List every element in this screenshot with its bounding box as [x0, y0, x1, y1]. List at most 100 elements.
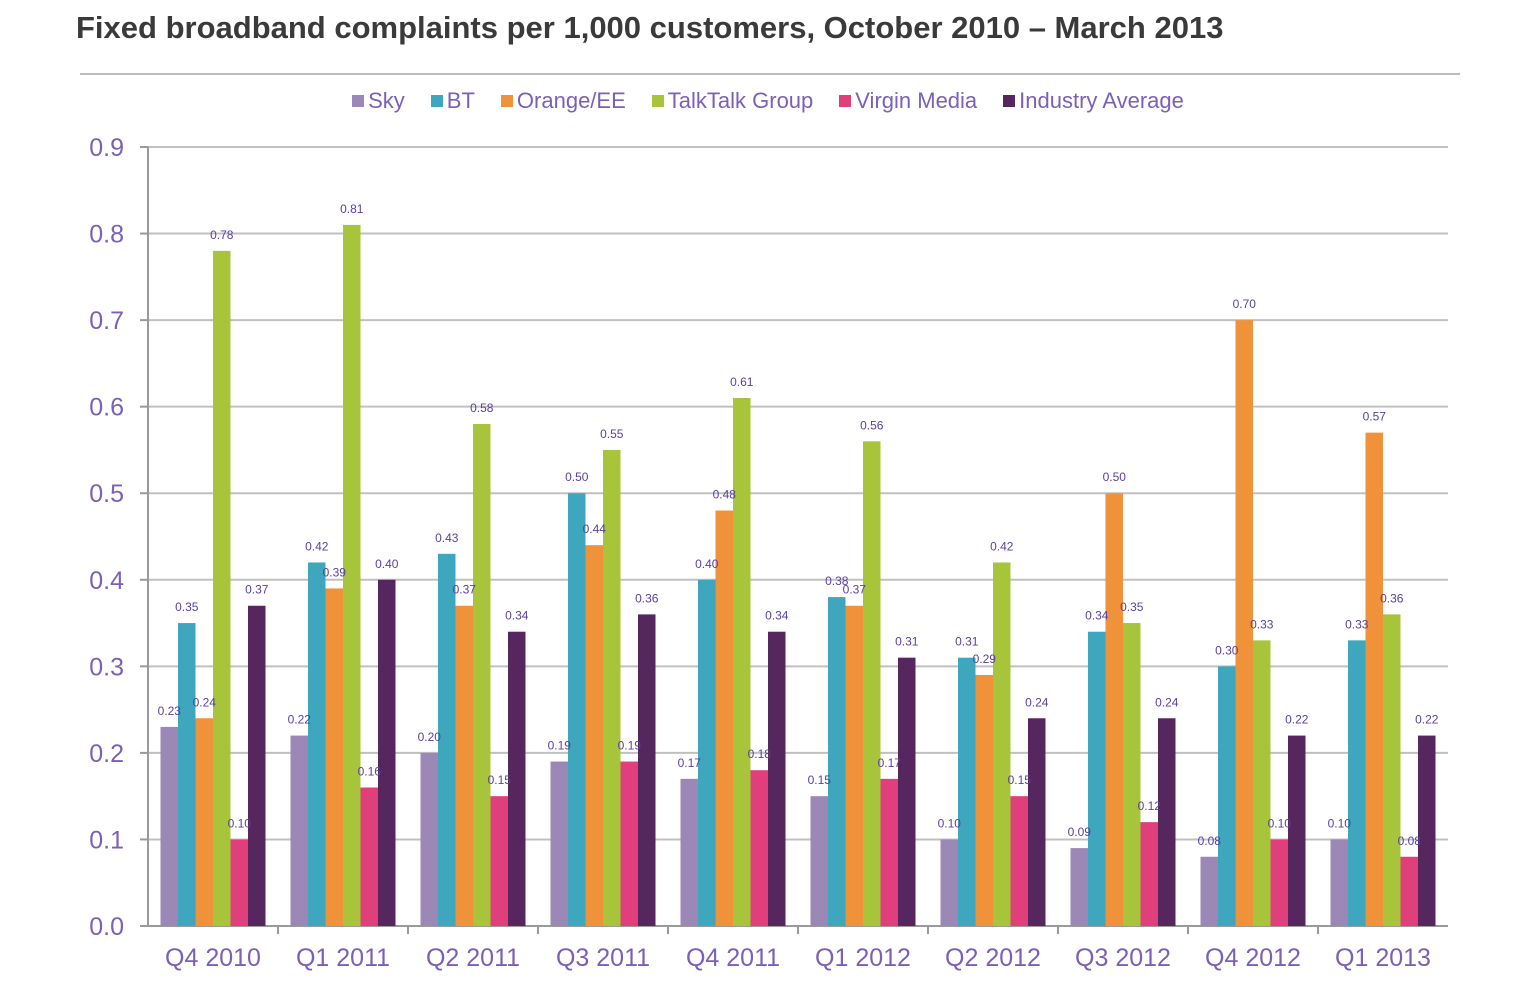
data-label: 0.37 — [245, 583, 269, 597]
bar — [1200, 856, 1218, 926]
bar — [213, 250, 231, 926]
legend-item-virgin-media: Virgin Media — [839, 88, 977, 114]
bar — [620, 761, 638, 926]
data-label: 0.17 — [678, 756, 702, 770]
data-label: 0.35 — [1120, 600, 1144, 614]
bar — [325, 588, 343, 926]
data-label: 0.24 — [1025, 695, 1049, 709]
bar — [1330, 839, 1348, 926]
legend-swatch — [352, 95, 365, 107]
y-tick-label: 0.0 — [89, 913, 124, 941]
bar — [585, 545, 603, 926]
axes: 0.0 0.1 0.2 0.3 0.4 0.5 0.6 0.7 0.8 0.9 Q4 2010 Q1 … — [89, 134, 1448, 972]
legend-label: BT — [446, 88, 475, 113]
bar — [1140, 822, 1158, 926]
data-label: 0.24 — [1155, 695, 1179, 709]
legend-swatch — [1003, 95, 1016, 107]
data-label: 0.78 — [210, 228, 234, 242]
bar — [343, 224, 361, 926]
data-label: 0.48 — [713, 488, 737, 502]
data-label: 0.38 — [825, 574, 849, 588]
data-label: 0.40 — [695, 557, 719, 571]
x-tick-label: Q4 2012 — [1205, 944, 1301, 972]
data-label: 0.10 — [228, 816, 252, 830]
y-tick-label: 0.6 — [89, 394, 124, 422]
data-label: 0.31 — [895, 635, 919, 649]
bar — [975, 674, 993, 926]
bar — [940, 839, 958, 926]
bar — [160, 726, 178, 926]
data-label: 0.57 — [1363, 410, 1387, 424]
legend-swatch — [839, 95, 852, 107]
data-label: 0.19 — [618, 739, 642, 753]
data-label: 0.10 — [938, 816, 962, 830]
legend-swatch — [651, 95, 664, 107]
data-label: 0.34 — [1085, 609, 1109, 623]
bar — [898, 657, 916, 926]
data-label: 0.15 — [808, 773, 832, 787]
bar — [1123, 623, 1141, 926]
legend-item-orange-ee: Orange/EE — [500, 88, 626, 114]
data-label: 0.10 — [1268, 816, 1292, 830]
data-label: 0.43 — [435, 531, 459, 545]
data-label: 0.34 — [765, 609, 789, 623]
data-label: 0.50 — [565, 470, 589, 484]
bar — [603, 449, 621, 926]
bar — [550, 761, 568, 926]
bar — [1070, 848, 1088, 926]
x-tick-label: Q3 2012 — [1075, 944, 1171, 972]
data-label: 0.36 — [635, 591, 659, 605]
bar — [455, 605, 473, 926]
x-tick-label: Q1 2012 — [815, 944, 911, 972]
bar — [845, 605, 863, 926]
bars — [160, 224, 1436, 927]
legend-swatch — [500, 95, 513, 107]
bar — [958, 657, 976, 926]
bar — [1288, 735, 1306, 926]
data-label: 0.08 — [1198, 834, 1222, 848]
data-label: 0.17 — [878, 756, 902, 770]
x-tick-label: Q1 2011 — [296, 944, 390, 972]
y-tick-label: 0.4 — [89, 567, 124, 595]
bar — [490, 796, 508, 926]
bar — [195, 718, 213, 926]
bar — [1028, 718, 1046, 926]
bar — [308, 562, 326, 926]
bar — [1418, 735, 1436, 926]
bar — [1400, 856, 1418, 926]
bar — [638, 614, 656, 926]
data-label: 0.81 — [340, 202, 364, 216]
bar — [290, 735, 308, 926]
data-label: 0.16 — [358, 765, 382, 779]
bar — [698, 579, 716, 926]
bar — [1365, 432, 1383, 926]
data-label: 0.22 — [1285, 713, 1309, 727]
bar — [768, 631, 786, 926]
data-label: 0.18 — [748, 747, 772, 761]
data-label: 0.33 — [1250, 617, 1274, 631]
data-label: 0.19 — [548, 739, 572, 753]
data-label: 0.37 — [453, 583, 477, 597]
data-label: 0.42 — [305, 539, 329, 553]
legend-label: Sky — [368, 88, 405, 113]
data-label: 0.42 — [990, 539, 1014, 553]
data-label: 0.10 — [1328, 816, 1352, 830]
bar — [1253, 640, 1271, 926]
bar — [1383, 614, 1401, 926]
bar — [1235, 320, 1253, 927]
bar — [378, 579, 396, 926]
x-tick-label: Q4 2011 — [686, 944, 780, 972]
legend-label: Virgin Media — [855, 88, 978, 113]
bar — [230, 839, 248, 926]
x-tick-label: Q4 2010 — [165, 944, 261, 972]
bar — [568, 493, 586, 926]
bar — [715, 510, 733, 926]
chart-title: Fixed broadband complaints per 1,000 cus… — [76, 10, 1224, 45]
y-tick-label: 0.5 — [89, 480, 124, 508]
bar — [1010, 796, 1028, 926]
data-label: 0.20 — [418, 730, 442, 744]
data-label: 0.70 — [1233, 297, 1257, 311]
bar — [680, 778, 698, 926]
data-label: 0.40 — [375, 557, 399, 571]
